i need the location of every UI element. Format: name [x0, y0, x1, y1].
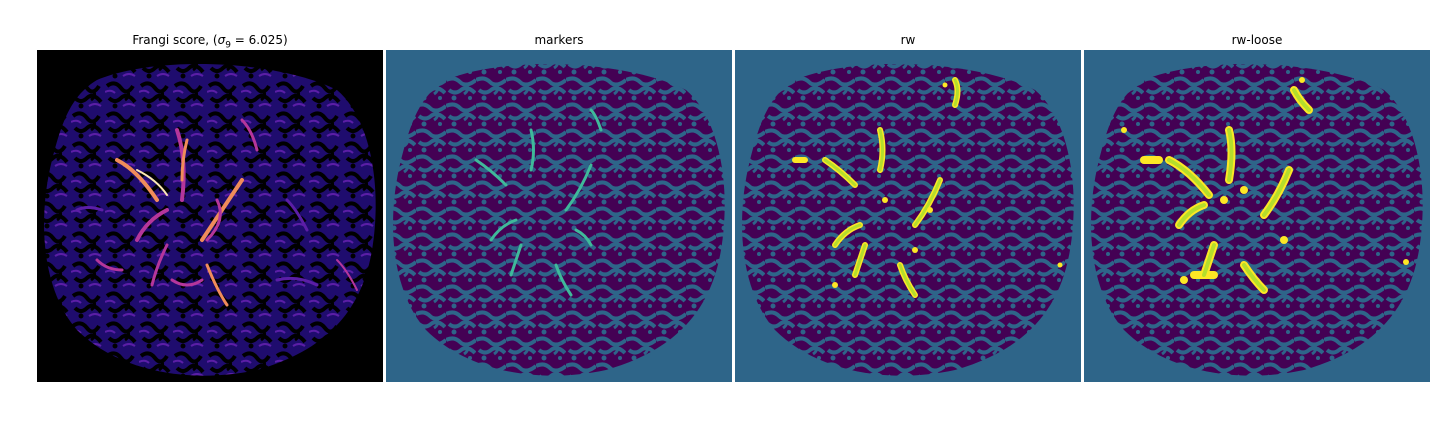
rw-loose-image — [1084, 50, 1430, 382]
markers-svg — [386, 50, 732, 382]
panel-title-rw: rw — [900, 33, 916, 47]
frangi-score-svg — [37, 50, 383, 382]
panel-title-markers: markers — [534, 33, 584, 47]
frangi-title-suffix: = 6.025) — [230, 33, 288, 47]
panel-title-rw-loose: rw-loose — [1231, 33, 1283, 47]
markers-image — [386, 50, 732, 382]
rw-loose-svg — [1084, 50, 1430, 382]
frangi-title-sigma-sub: 9 — [225, 40, 231, 51]
frangi-score-image — [37, 50, 383, 382]
rw-image — [735, 50, 1081, 382]
rw-svg — [735, 50, 1081, 382]
frangi-title-prefix: Frangi score, ( — [132, 33, 218, 47]
frangi-title-sigma: σ — [217, 33, 226, 47]
panel-title-frangi: Frangi score, (σ9 = 6.025) — [37, 31, 383, 51]
